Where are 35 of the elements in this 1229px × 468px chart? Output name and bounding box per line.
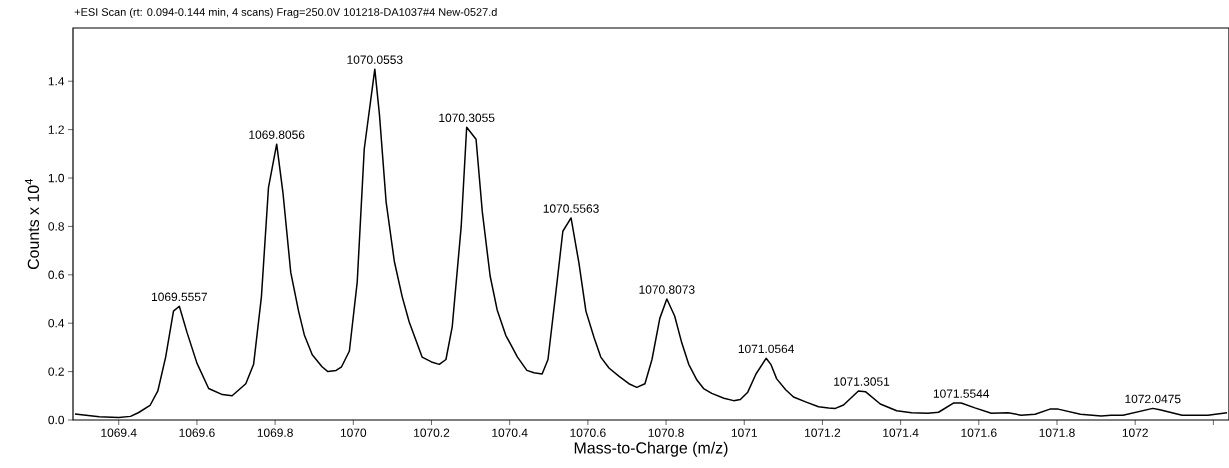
annotation: 1071.3051 [834,377,890,386]
annotation: 1072.0475 [1125,394,1181,404]
x-tick-label: 1070.4 [492,428,528,437]
x-axis-title: Mass-to-Charge (m/z) [574,441,728,457]
annotation: 1070.3055 [439,113,495,122]
x-tick-label: 1071.4 [883,428,919,437]
x-tick-label: 1070.2 [414,428,450,437]
chart-title: +ESI Scan (rt: 0.094-0.144 min, 4 scans) Frag=250.0V 101218-DA1037#4 New-0527.d [74,7,497,19]
y-tick-label: 1.4 [48,77,65,86]
y-tick-label: 0.8 [48,222,64,231]
annotation: 1071.5544 [933,389,990,398]
annotation: 1069.8056 [249,130,305,139]
x-tick-label: 1071 [731,428,757,437]
x-tick-label: 1069.4 [101,428,137,437]
annotation: 1071.0564 [738,344,795,354]
y-tick-label: 1.0 [48,173,65,183]
y-tick-label: 0.6 [48,270,64,280]
annotation: 1069.5557 [151,292,207,302]
annotation: 1070.5563 [543,204,599,213]
x-tick-label: 1071.8 [1039,428,1075,437]
x-tick-label: 1069.6 [179,428,215,437]
y-tick-label: 0.2 [48,367,64,376]
y-tick-label: 1.2 [48,125,64,134]
annotation: 1070.0553 [347,55,403,64]
y-tick-label: 0.0 [48,415,65,425]
y-tick-label: 0.4 [48,318,65,328]
x-tick-label: 1072 [1122,428,1148,437]
annotation: 1070.8073 [639,285,695,294]
x-tick-label: 1071.2 [805,428,841,437]
y-axis-title: Counts x 10$^{4}$ [24,178,40,270]
x-tick-label: 1070.6 [570,428,606,437]
x-tick-label: 1069.8 [257,428,293,437]
x-tick-label: 1070.8 [648,428,684,437]
x-tick-label: 1070 [340,428,367,437]
x-tick-label: 1071.6 [961,428,997,437]
